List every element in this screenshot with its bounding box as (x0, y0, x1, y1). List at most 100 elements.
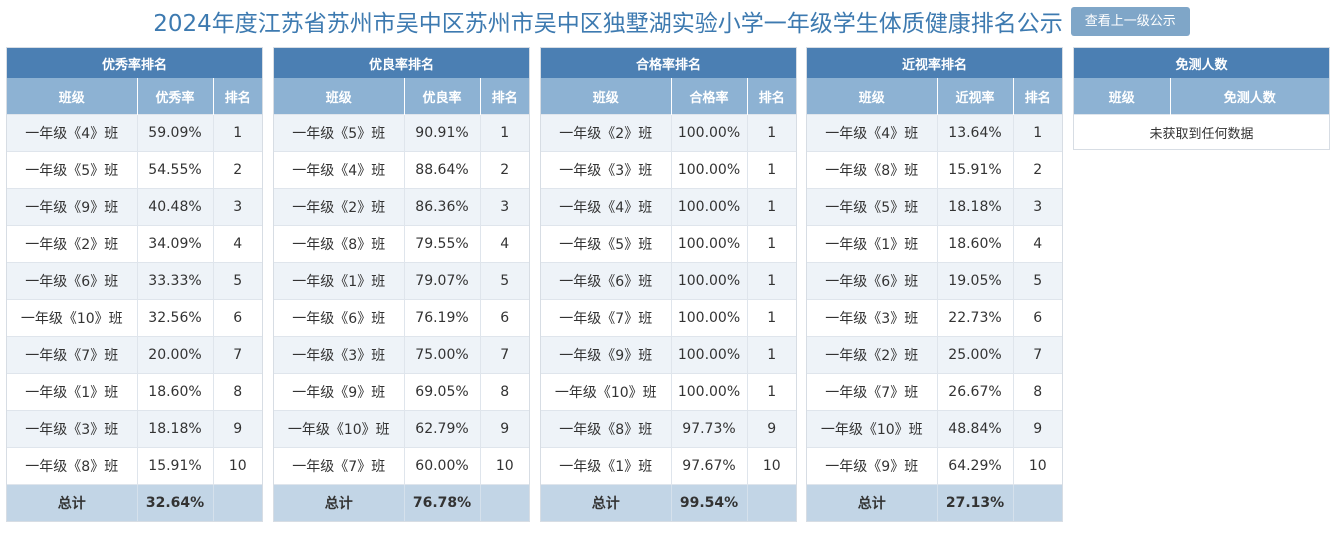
myopia-rate-table: 近视率排名 班级 近视率 排名 一年级《4》班 13.64% 1 一年级《8》班 15.91% 2… (807, 48, 1062, 521)
rate-cell: 97.73% (671, 410, 748, 448)
table-row: 一年级《4》班 13.64% 1 (807, 114, 1062, 152)
rank-cell: 4 (480, 225, 529, 263)
table-row: 一年级《5》班 100.00% 1 (541, 225, 796, 263)
class-name-cell: 一年级《9》班 (541, 336, 672, 374)
rank-cell: 1 (747, 225, 796, 263)
rank-cell: 7 (480, 336, 529, 374)
rate-cell: 76.19% (404, 299, 481, 337)
table-row: 一年级《10》班 100.00% 1 (541, 373, 796, 411)
table-row: 一年级《1》班 79.07% 5 (274, 262, 529, 300)
table-row: 一年级《5》班 54.55% 2 (7, 151, 262, 189)
rate-cell: 18.60% (137, 373, 214, 411)
class-name-cell: 一年级《8》班 (7, 447, 138, 485)
panel-title: 合格率排名 (541, 48, 796, 78)
table-row: 一年级《3》班 22.73% 6 (807, 299, 1062, 337)
rank-cell: 10 (1013, 447, 1062, 485)
panel-title: 近视率排名 (807, 48, 1062, 78)
class-name-cell: 一年级《9》班 (274, 373, 405, 411)
rank-cell: 6 (213, 299, 262, 337)
total-label: 总计 (7, 484, 138, 521)
class-name-cell: 一年级《6》班 (274, 299, 405, 337)
table-row: 一年级《5》班 90.91% 1 (274, 114, 529, 152)
column-header-rank: 排名 (480, 78, 529, 115)
total-rate: 76.78% (404, 484, 481, 521)
table-row: 一年级《9》班 69.05% 8 (274, 373, 529, 411)
total-rate: 32.64% (137, 484, 214, 521)
table-row: 一年级《4》班 59.09% 1 (7, 114, 262, 152)
rate-cell: 33.33% (137, 262, 214, 300)
rate-cell: 15.91% (937, 151, 1014, 189)
rate-cell: 100.00% (671, 188, 748, 226)
column-header-class: 班级 (807, 78, 938, 115)
total-label: 总计 (541, 484, 672, 521)
column-header-rate: 合格率 (671, 78, 748, 115)
rank-cell: 1 (213, 114, 262, 152)
rate-cell: 60.00% (404, 447, 481, 485)
table-row: 一年级《7》班 26.67% 8 (807, 373, 1062, 411)
table-row: 一年级《9》班 100.00% 1 (541, 336, 796, 374)
class-name-cell: 一年级《4》班 (7, 114, 138, 152)
rate-cell: 26.67% (937, 373, 1014, 411)
table-row: 一年级《8》班 15.91% 10 (7, 447, 262, 485)
column-header-exempt-count: 免测人数 (1170, 78, 1329, 115)
rank-cell: 3 (213, 188, 262, 226)
rank-cell: 9 (213, 410, 262, 448)
column-header-rate: 优秀率 (137, 78, 214, 115)
rate-cell: 19.05% (937, 262, 1014, 300)
rate-cell: 79.55% (404, 225, 481, 263)
rate-cell: 59.09% (137, 114, 214, 152)
class-name-cell: 一年级《10》班 (807, 410, 938, 448)
total-rate: 99.54% (671, 484, 748, 521)
class-name-cell: 一年级《7》班 (541, 299, 672, 337)
class-name-cell: 一年级《2》班 (7, 225, 138, 263)
total-row: 总计 27.13% (807, 484, 1062, 521)
rate-cell: 100.00% (671, 225, 748, 263)
rank-cell: 7 (1013, 336, 1062, 374)
view-parent-level-button[interactable]: 查看上一级公示 (1070, 6, 1190, 36)
rank-cell: 10 (747, 447, 796, 485)
class-name-cell: 一年级《8》班 (541, 410, 672, 448)
class-name-cell: 一年级《6》班 (7, 262, 138, 300)
table-row: 一年级《8》班 79.55% 4 (274, 225, 529, 263)
excellent-rate-table: 优秀率排名 班级 优秀率 排名 一年级《4》班 59.09% 1 一年级《5》班 54.55% 2… (7, 48, 262, 521)
rank-cell: 1 (747, 336, 796, 374)
column-header-rank: 排名 (1013, 78, 1062, 115)
rate-cell: 40.48% (137, 188, 214, 226)
column-header-rank: 排名 (213, 78, 262, 115)
class-name-cell: 一年级《2》班 (807, 336, 938, 374)
class-name-cell: 一年级《7》班 (807, 373, 938, 411)
rank-cell: 8 (480, 373, 529, 411)
total-rank (747, 484, 796, 521)
rank-cell: 8 (1013, 373, 1062, 411)
total-row: 总计 32.64% (7, 484, 262, 521)
empty-state-text: 未获取到任何数据 (1074, 114, 1329, 149)
table-row: 一年级《3》班 18.18% 9 (7, 410, 262, 448)
rate-cell: 90.91% (404, 114, 481, 152)
rate-cell: 100.00% (671, 114, 748, 152)
table-row: 一年级《2》班 100.00% 1 (541, 114, 796, 152)
rate-cell: 13.64% (937, 114, 1014, 152)
class-name-cell: 一年级《3》班 (274, 336, 405, 374)
class-name-cell: 一年级《4》班 (807, 114, 938, 152)
panel-title: 优秀率排名 (7, 48, 262, 78)
rank-cell: 9 (480, 410, 529, 448)
rate-cell: 100.00% (671, 151, 748, 189)
column-header-rate: 优良率 (404, 78, 481, 115)
table-row: 一年级《6》班 100.00% 1 (541, 262, 796, 300)
column-header-class: 班级 (541, 78, 672, 115)
page-title: 2024年度江苏省苏州市吴中区苏州市吴中区独墅湖实验小学一年级学生体质健康排名公… (153, 11, 1063, 37)
rank-cell: 3 (1013, 188, 1062, 226)
rate-cell: 18.18% (937, 188, 1014, 226)
class-name-cell: 一年级《3》班 (541, 151, 672, 189)
class-name-cell: 一年级《2》班 (541, 114, 672, 152)
excellent-rate-panel: 优秀率排名 班级 优秀率 排名 一年级《4》班 59.09% 1 一年级《5》班 54.55% 2… (6, 47, 263, 522)
rank-cell: 8 (213, 373, 262, 411)
rate-cell: 48.84% (937, 410, 1014, 448)
rank-cell: 1 (747, 299, 796, 337)
rank-cell: 3 (480, 188, 529, 226)
total-rank (1013, 484, 1062, 521)
class-name-cell: 一年级《6》班 (807, 262, 938, 300)
myopia-rate-panel: 近视率排名 班级 近视率 排名 一年级《4》班 13.64% 1 一年级《8》班 15.91% 2… (806, 47, 1063, 522)
column-header-class: 班级 (7, 78, 138, 115)
table-row: 一年级《2》班 86.36% 3 (274, 188, 529, 226)
